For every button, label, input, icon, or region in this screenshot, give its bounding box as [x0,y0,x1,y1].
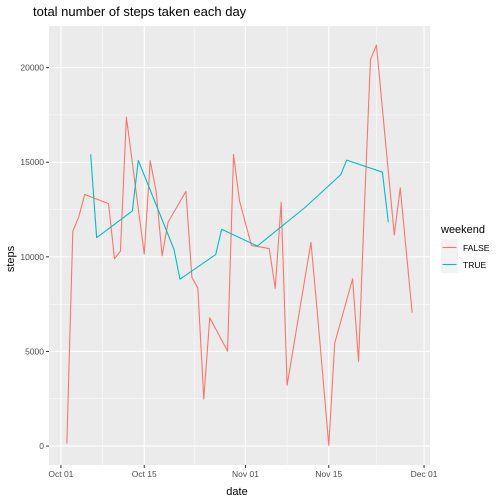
plot-panel [49,26,430,465]
y-tick-label: 20000 [20,63,44,73]
series-layer [66,44,413,446]
x-tick-label: Nov 15 [315,469,342,479]
y-axis: 0 5000 10000 15000 20000 [20,63,49,451]
series-line-false [66,44,413,446]
minor-gridlines [49,26,430,465]
legend: weekend FALSE TRUE [440,224,490,273]
y-tick-label: 15000 [20,157,44,167]
x-tick-label: Oct 01 [48,469,73,479]
series-line-true [90,154,389,280]
x-axis: Oct 01 Oct 15 Nov 01 Nov 15 Dec 01 [48,465,438,479]
x-tick-label: Nov 01 [232,469,259,479]
y-tick-label: 5000 [25,346,44,356]
x-tick-label: Oct 15 [132,469,157,479]
x-axis-title: date [226,486,247,498]
major-gridlines [49,26,430,465]
chart-title: total number of steps taken each day [33,4,247,19]
x-tick-label: Dec 01 [411,469,438,479]
y-axis-title: steps [5,245,17,272]
y-tick-label: 10000 [20,252,44,262]
legend-label-true: TRUE [463,260,486,270]
y-tick-label: 0 [39,441,44,451]
legend-label-false: FALSE [463,243,490,253]
legend-title: weekend [440,224,485,236]
